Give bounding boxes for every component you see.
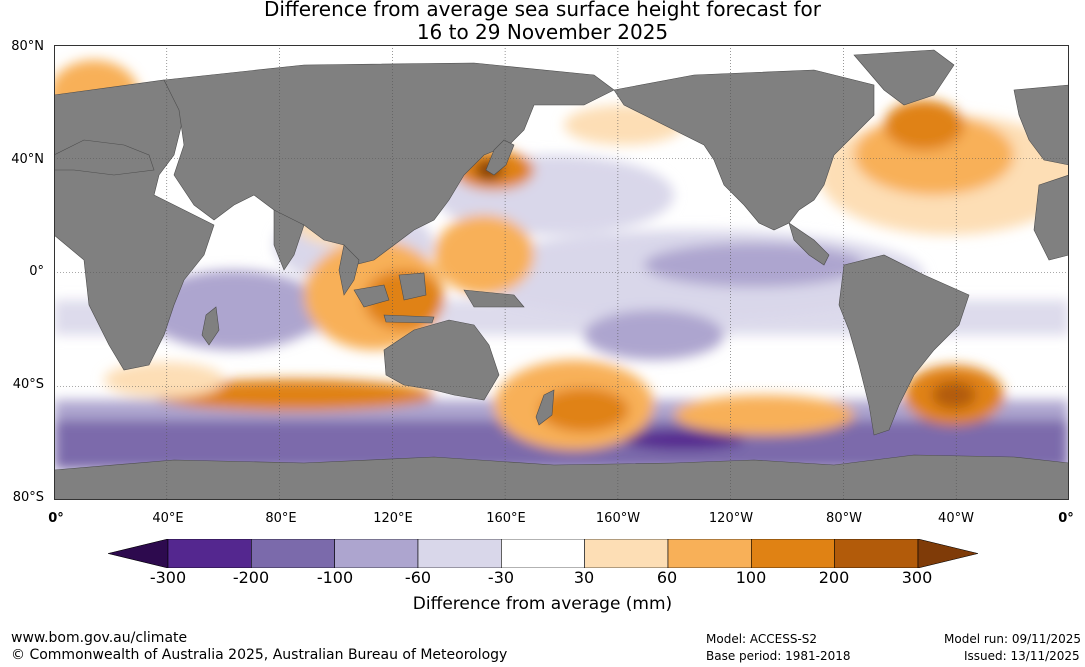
lon-label-0-right: 0° — [1058, 511, 1074, 526]
lon-label-160w: 160°W — [595, 511, 641, 526]
colorbar-extend-low — [108, 539, 169, 568]
map-frame — [54, 45, 1069, 500]
footer-issued: Issued: 13/11/2025 — [964, 649, 1080, 663]
title-line-2: 16 to 29 November 2025 — [416, 20, 669, 44]
lon-label-40w: 40°W — [938, 511, 974, 526]
footer-model-run: Model run: 09/11/2025 — [944, 632, 1082, 646]
anomaly-patch — [584, 310, 724, 360]
anomaly-patch — [144, 270, 324, 350]
land-japan — [485, 139, 515, 176]
colorbar-tick: -100 — [316, 568, 354, 587]
land-europe-east-edge — [1013, 84, 1069, 166]
colorbar-tick: -60 — [404, 568, 432, 587]
colorbar-tick: 300 — [901, 568, 933, 587]
land-mediterranean-coast — [54, 139, 155, 176]
land-antarctica — [54, 454, 1069, 500]
anomaly-patch — [644, 243, 864, 287]
lon-label-160e: 160°E — [486, 511, 526, 526]
anomaly-patch — [674, 395, 854, 435]
land-new-guinea — [463, 289, 525, 308]
lon-label-0-left: 0° — [48, 511, 64, 526]
lat-label-80s: 80°S — [12, 490, 44, 505]
land-malay-peninsula — [338, 244, 360, 296]
land-sumatra-borneo — [353, 284, 390, 308]
footer-url: www.bom.gov.au/climate — [11, 630, 188, 646]
colorbar-title: Difference from average (mm) — [412, 594, 673, 614]
lon-label-120e: 120°E — [373, 511, 413, 526]
land-eurasia — [163, 62, 615, 266]
lon-label-120w: 120°W — [708, 511, 754, 526]
lat-label-80n: 80°N — [11, 39, 44, 54]
lat-label-40s: 40°S — [12, 377, 44, 392]
lon-label-40e: 40°E — [152, 511, 184, 526]
anomaly-patch — [434, 215, 534, 295]
map-canvas — [54, 45, 1069, 500]
land-india — [273, 209, 305, 271]
colorbar-cells — [108, 539, 978, 568]
anomaly-patch — [104, 362, 224, 398]
land-masses — [54, 49, 1069, 500]
colorbar-tick: -30 — [487, 568, 515, 587]
land-australia — [383, 319, 500, 401]
anomaly-patch — [539, 388, 629, 432]
anomaly-patch — [154, 379, 434, 411]
colorbar-tick: -300 — [149, 568, 187, 587]
gridlines — [54, 45, 1069, 500]
colorbar — [108, 539, 978, 568]
colorbar-cell — [167, 539, 252, 568]
colorbar-tick: 30 — [573, 568, 595, 587]
land-new-zealand — [535, 389, 555, 426]
land-africa-east-edge — [1033, 174, 1069, 261]
anomaly-patch — [884, 100, 964, 150]
lat-label-0: 0° — [29, 264, 44, 279]
anomaly-patch — [624, 430, 744, 450]
colorbar-tick: 60 — [656, 568, 678, 587]
colorbar-cell — [251, 539, 335, 568]
lon-label-80w: 80°W — [826, 511, 862, 526]
footer-copyright: © Commonwealth of Australia 2025, Austra… — [11, 647, 508, 663]
colorbar-tick: 200 — [818, 568, 850, 587]
sea-surface-height-map — [54, 45, 1069, 500]
footer-model: Model: ACCESS-S2 — [706, 632, 818, 646]
colorbar-tick: -200 — [232, 568, 270, 587]
footer-base-period: Base period: 1981-2018 — [706, 649, 851, 663]
colorbar-cell — [501, 539, 585, 568]
anomaly-patch — [932, 381, 976, 409]
colorbar-cell — [417, 539, 502, 568]
colorbar-tick: 100 — [735, 568, 767, 587]
land-madagascar — [201, 306, 220, 346]
colorbar-cell — [751, 539, 835, 568]
land-central-america — [788, 222, 830, 266]
land-greenland — [853, 49, 955, 106]
lat-label-40n: 40°N — [11, 152, 44, 167]
colorbar-cell — [584, 539, 669, 568]
colorbar-extend-high — [917, 539, 978, 568]
title-line-1: Difference from average sea surface heig… — [263, 0, 822, 21]
land-borneo — [398, 272, 427, 301]
colorbar-cell — [667, 539, 752, 568]
land-south-america — [838, 254, 970, 436]
colorbar-cell — [334, 539, 419, 568]
colorbar-cell — [834, 539, 919, 568]
lon-label-80e: 80°E — [265, 511, 297, 526]
land-java — [383, 314, 435, 324]
map-title: Difference from average sea surface heig… — [0, 0, 1085, 44]
